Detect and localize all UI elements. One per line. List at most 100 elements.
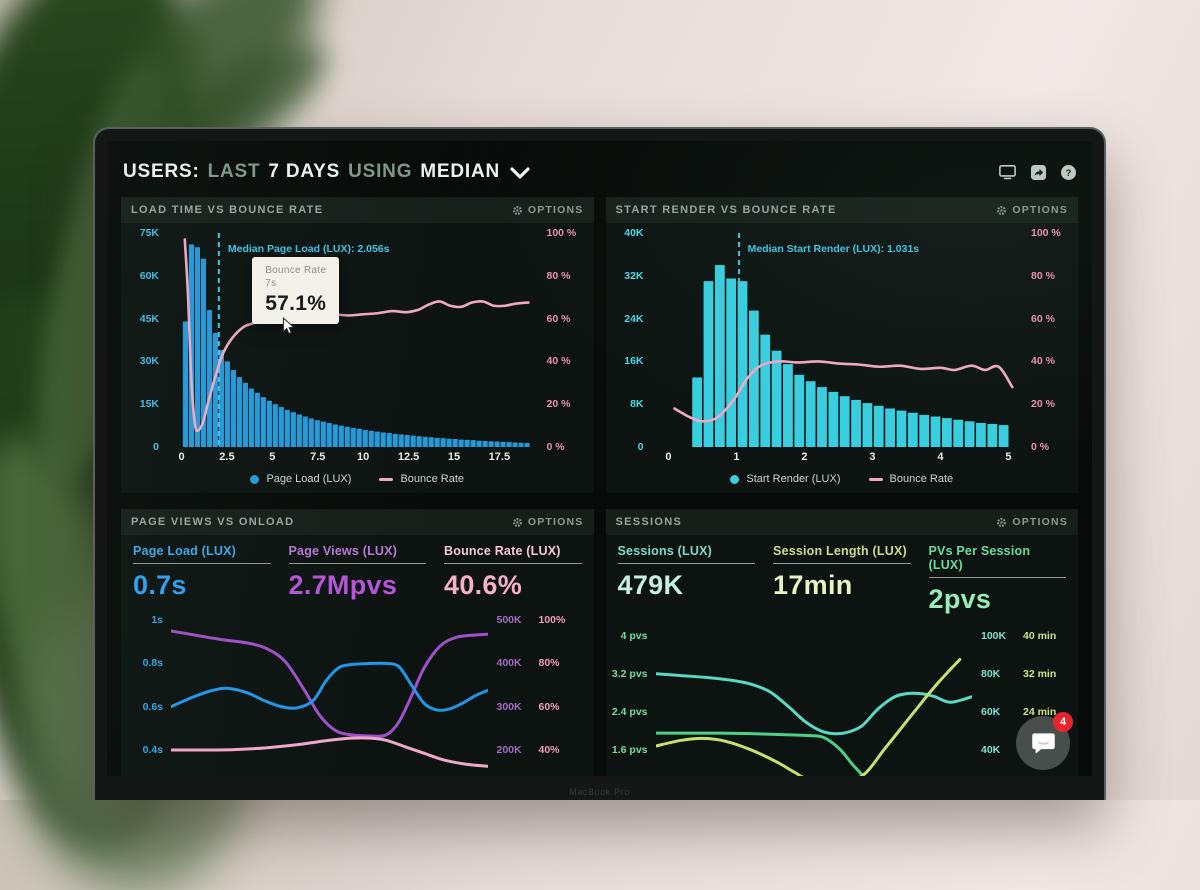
chat-launcher-button[interactable]: 4 xyxy=(1016,712,1073,770)
histogram-bar[interactable] xyxy=(793,374,804,447)
histogram-bar[interactable] xyxy=(782,364,793,447)
histogram-bar[interactable] xyxy=(512,442,518,447)
histogram-bar[interactable] xyxy=(458,439,464,447)
histogram-bar[interactable] xyxy=(476,440,482,447)
histogram-bar[interactable] xyxy=(182,321,189,447)
histogram-bar[interactable] xyxy=(380,432,386,447)
histogram-bar[interactable] xyxy=(827,391,838,447)
histogram-bar[interactable] xyxy=(188,244,195,447)
histogram-bar[interactable] xyxy=(488,441,494,447)
histogram-bar[interactable] xyxy=(850,399,861,447)
histogram-bar[interactable] xyxy=(446,438,452,447)
histogram-bar[interactable] xyxy=(218,349,224,447)
histogram-bar[interactable] xyxy=(290,412,296,447)
histogram-bar[interactable] xyxy=(368,430,374,447)
sessions-line[interactable] xyxy=(656,674,973,734)
histogram-bar[interactable] xyxy=(254,392,260,447)
chevron-down-icon[interactable] xyxy=(510,167,530,179)
histogram-bar[interactable] xyxy=(884,408,895,447)
histogram-bar[interactable] xyxy=(839,396,850,447)
histogram-bar[interactable] xyxy=(302,416,308,447)
histogram-bar[interactable] xyxy=(975,422,986,447)
histogram-bar[interactable] xyxy=(236,377,242,447)
histogram-bar[interactable] xyxy=(296,414,302,447)
histogram-bar[interactable] xyxy=(500,441,506,447)
histogram-bar[interactable] xyxy=(386,433,392,447)
bounce-rate-line[interactable] xyxy=(171,738,488,766)
histogram-bar[interactable] xyxy=(212,332,218,447)
page-views-line[interactable] xyxy=(171,631,488,736)
histogram-bar[interactable] xyxy=(862,403,872,447)
histogram-bar[interactable] xyxy=(494,441,500,447)
histogram-bar[interactable] xyxy=(482,441,488,447)
histogram-bar[interactable] xyxy=(941,418,952,447)
histogram-bar[interactable] xyxy=(470,440,476,447)
histogram-bar[interactable] xyxy=(224,361,230,447)
load-time-chart[interactable] xyxy=(167,233,538,447)
histogram-bar[interactable] xyxy=(952,419,963,447)
histogram-bar[interactable] xyxy=(422,436,428,447)
sessions-chart[interactable] xyxy=(656,619,973,776)
plot-area[interactable] xyxy=(656,619,973,776)
histogram-bar[interactable] xyxy=(206,310,212,447)
histogram-bar[interactable] xyxy=(410,435,416,447)
histogram-bar[interactable] xyxy=(464,439,470,447)
pvs-per-session-line[interactable] xyxy=(656,733,863,776)
histogram-bar[interactable] xyxy=(434,437,440,447)
histogram-bar[interactable] xyxy=(398,434,404,447)
histogram-bar[interactable] xyxy=(986,423,997,447)
histogram-bar[interactable] xyxy=(759,334,770,447)
histogram-bar[interactable] xyxy=(907,412,918,447)
plot-area[interactable] xyxy=(171,605,488,776)
histogram-bar[interactable] xyxy=(260,397,266,447)
options-button[interactable]: OPTIONS xyxy=(512,516,584,528)
histogram-bar[interactable] xyxy=(964,421,974,447)
histogram-bar[interactable] xyxy=(278,407,284,447)
histogram-bar[interactable] xyxy=(452,439,458,447)
histogram-bar[interactable] xyxy=(374,431,380,447)
histogram-bar[interactable] xyxy=(440,438,446,447)
help-icon[interactable]: ? xyxy=(1061,164,1076,180)
options-button[interactable]: OPTIONS xyxy=(996,204,1068,216)
histogram-bar[interactable] xyxy=(725,278,736,447)
histogram-bar[interactable] xyxy=(242,382,248,447)
histogram-bar[interactable] xyxy=(714,265,725,447)
display-icon[interactable] xyxy=(999,164,1016,180)
histogram-bar[interactable] xyxy=(748,310,759,447)
histogram-bar[interactable] xyxy=(896,410,906,447)
bounce-rate-line[interactable] xyxy=(185,239,529,431)
histogram-bar[interactable] xyxy=(350,427,356,447)
plot-area[interactable]: Median Start Render (LUX): 1.031s xyxy=(652,233,1023,447)
histogram-bar[interactable] xyxy=(356,428,362,447)
share-icon[interactable] xyxy=(1031,164,1046,180)
plot-area[interactable]: Median Page Load (LUX): 2.056s Bounce Ra… xyxy=(167,233,538,447)
session-length-line[interactable] xyxy=(656,659,960,776)
dashboard-title-dropdown[interactable]: USERS: LAST 7 DAYS USING MEDIAN xyxy=(123,161,530,183)
histogram-bar[interactable] xyxy=(194,247,201,447)
histogram-bar[interactable] xyxy=(816,387,827,447)
histogram-bar[interactable] xyxy=(737,281,747,447)
histogram-bar[interactable] xyxy=(524,442,530,447)
histogram-bar[interactable] xyxy=(691,377,702,447)
histogram-bar[interactable] xyxy=(308,418,314,447)
histogram-bar[interactable] xyxy=(404,435,410,447)
histogram-bar[interactable] xyxy=(428,437,434,447)
histogram-bar[interactable] xyxy=(918,414,929,447)
options-button[interactable]: OPTIONS xyxy=(512,204,584,216)
histogram-bar[interactable] xyxy=(284,409,290,447)
bounce-rate-line[interactable] xyxy=(674,361,1012,421)
histogram-bar[interactable] xyxy=(344,426,350,447)
histogram-bar[interactable] xyxy=(338,425,344,447)
histogram-bar[interactable] xyxy=(703,281,713,447)
page-load-line[interactable] xyxy=(171,663,488,710)
histogram-bar[interactable] xyxy=(506,442,512,447)
legend-item[interactable]: Bounce Rate xyxy=(379,473,464,485)
legend-item[interactable]: Start Render (LUX) xyxy=(730,473,841,485)
options-button[interactable]: OPTIONS xyxy=(996,516,1068,528)
histogram-bar[interactable] xyxy=(392,433,398,447)
start-render-chart[interactable] xyxy=(652,233,1023,447)
page-views-chart[interactable] xyxy=(171,605,488,776)
legend-item[interactable]: Bounce Rate xyxy=(868,473,953,485)
legend-item[interactable]: Page Load (LUX) xyxy=(250,473,351,485)
histogram-bar[interactable] xyxy=(320,421,326,447)
